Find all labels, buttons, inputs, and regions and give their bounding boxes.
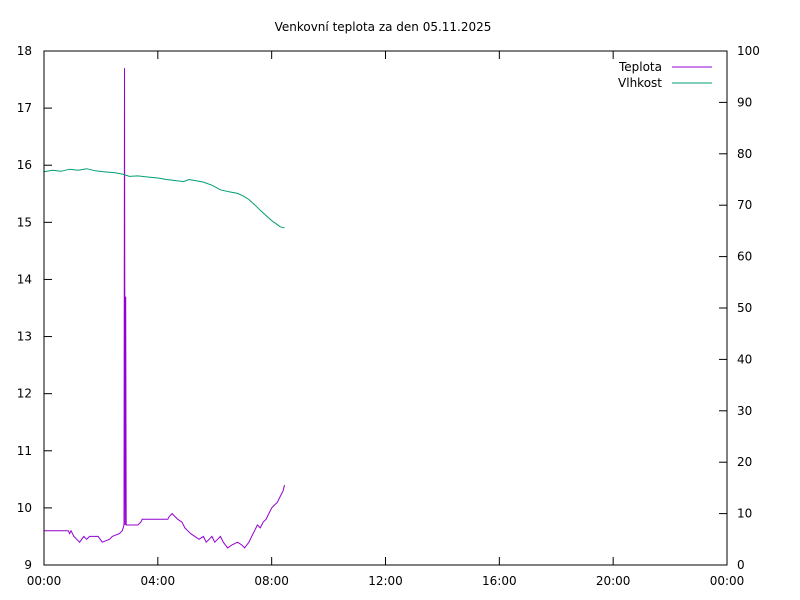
y-left-tick-label: 15 xyxy=(17,215,32,229)
plot-frame xyxy=(43,50,728,566)
legend-label: Vlhkost xyxy=(618,76,662,90)
y-right-tick-label: 100 xyxy=(737,44,760,58)
chart-title: Venkovní teplota za den 05.11.2025 xyxy=(275,20,492,34)
y-left-tick-label: 14 xyxy=(17,272,32,286)
y-right-tick-label: 10 xyxy=(737,507,752,521)
y-left-tick-label: 18 xyxy=(17,44,32,58)
y-right-tick-label: 20 xyxy=(737,455,752,469)
x-tick-label: 04:00 xyxy=(141,574,176,588)
y-right-tick-label: 40 xyxy=(737,352,752,366)
y-right-tick-label: 50 xyxy=(737,301,752,315)
x-tick-label: 00:00 xyxy=(710,574,745,588)
y-left-tick-label: 12 xyxy=(17,387,32,401)
series-line-vlhkost xyxy=(43,168,285,229)
y-left-tick-label: 10 xyxy=(17,501,32,515)
x-tick-label: 16:00 xyxy=(482,574,517,588)
series-line-teplota xyxy=(44,68,285,549)
y-left-tick-label: 16 xyxy=(17,158,32,172)
x-tick-label: 00:00 xyxy=(27,574,62,588)
y-left-tick-label: 17 xyxy=(17,101,32,115)
y-right-tick-label: 90 xyxy=(737,95,752,109)
x-tick-label: 08:00 xyxy=(254,574,289,588)
y-right-tick-label: 80 xyxy=(737,147,752,161)
y-right-tick-label: 70 xyxy=(737,198,752,212)
legend-label: Teplota xyxy=(618,60,662,74)
y-right-tick-label: 0 xyxy=(737,558,745,572)
y-left-tick-label: 11 xyxy=(17,444,32,458)
x-tick-label: 12:00 xyxy=(368,574,403,588)
y-left-tick-label: 13 xyxy=(17,330,32,344)
y-right-tick-label: 60 xyxy=(737,250,752,264)
x-tick-label: 20:00 xyxy=(596,574,631,588)
y-right-tick-label: 30 xyxy=(737,404,752,418)
y-left-tick-label: 9 xyxy=(24,558,32,572)
